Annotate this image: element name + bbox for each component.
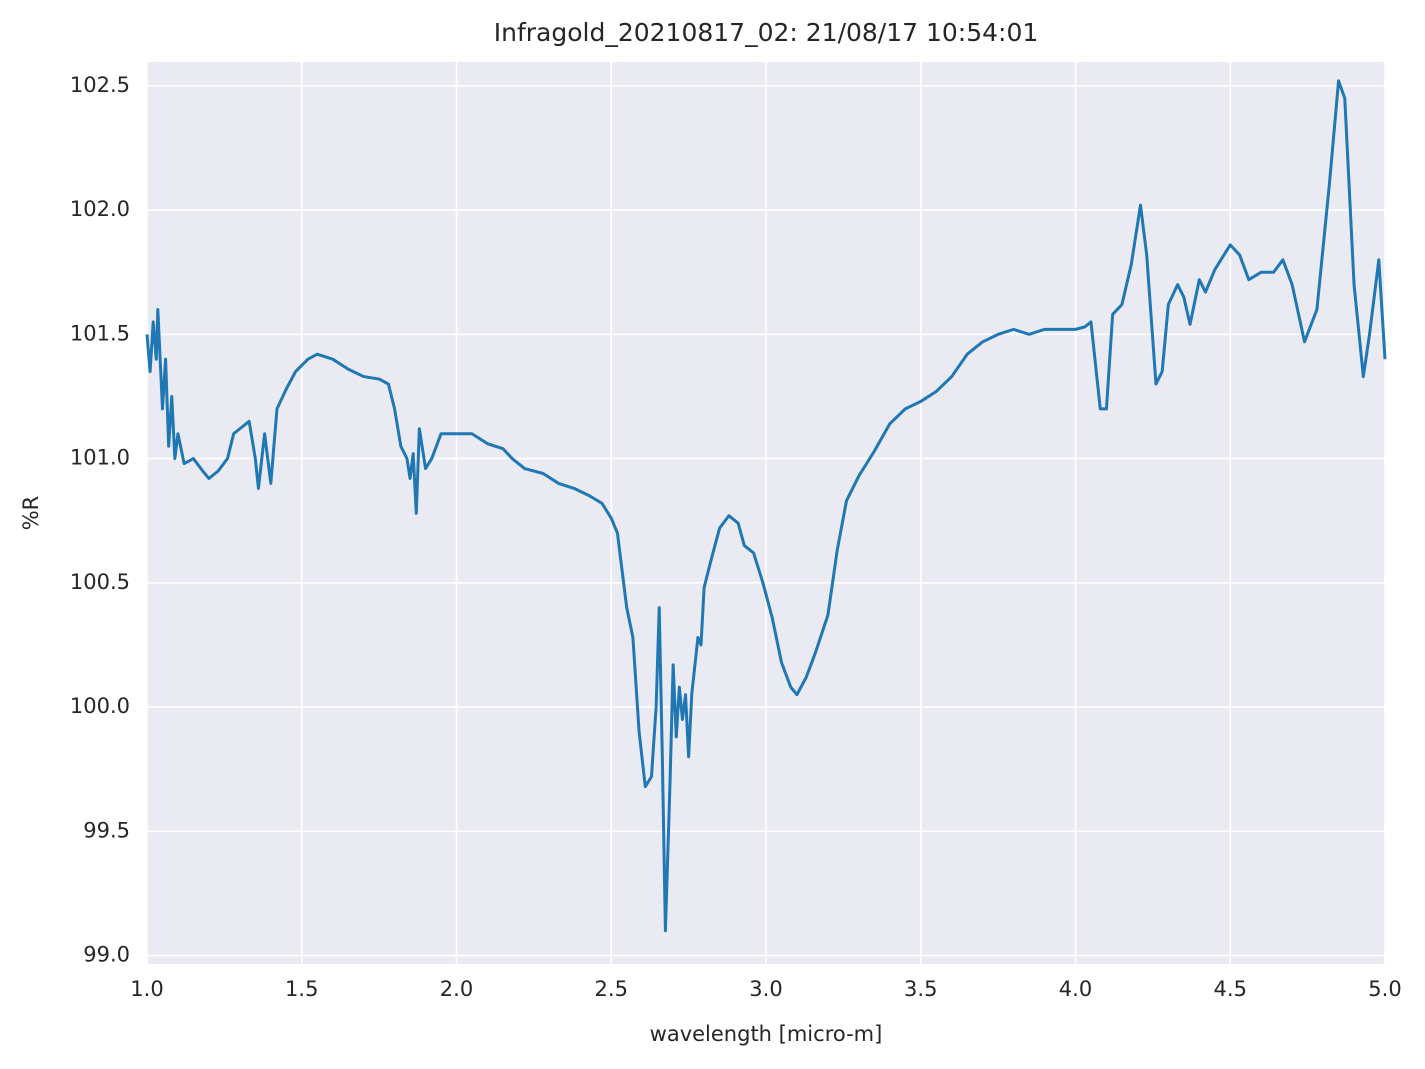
x-tick-label: 2.5 [595,977,628,1001]
y-tick-label: 102.0 [70,197,130,221]
x-tick-label: 2.0 [440,977,473,1001]
x-tick-label: 3.0 [749,977,782,1001]
y-tick-label: 100.5 [70,570,130,594]
x-tick-label: 4.5 [1214,977,1247,1001]
y-tick-label: 100.0 [70,694,130,718]
data-line [145,79,1387,933]
x-tick-label: 4.0 [1059,977,1092,1001]
x-tick-label: 3.5 [904,977,937,1001]
y-tick-label: 99.5 [83,818,130,842]
chart-title: Infragold_20210817_02: 21/08/17 10:54:01 [494,18,1039,47]
x-tick-label: 1.5 [285,977,318,1001]
x-tick-label: 5.0 [1368,977,1401,1001]
y-tick-label: 101.5 [70,321,130,345]
x-tick-label: 1.0 [130,977,163,1001]
x-axis-label: wavelength [micro-m] [650,1022,883,1046]
y-tick-label: 102.5 [70,73,130,97]
y-tick-label: 99.0 [83,943,130,967]
y-tick-label: 101.0 [70,446,130,470]
y-axis-label: %R [19,496,43,531]
